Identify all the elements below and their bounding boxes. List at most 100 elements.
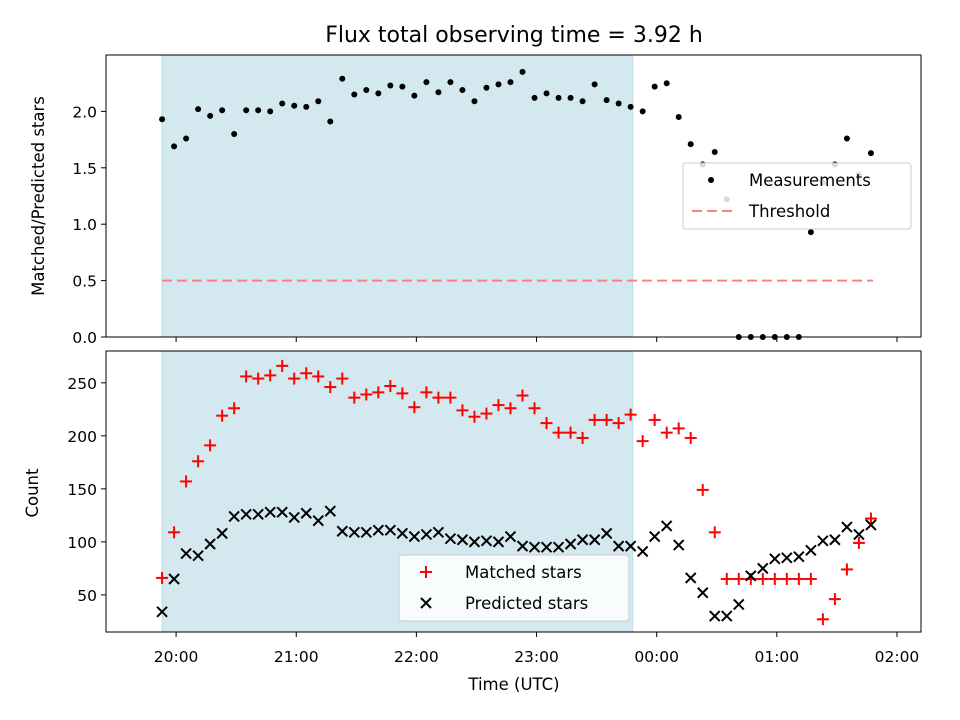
matched-point [444, 391, 457, 404]
measurement-point [183, 135, 190, 142]
measurement-point [543, 90, 550, 97]
measurement-point [303, 103, 310, 110]
matched-point [708, 526, 721, 539]
matched-point [720, 572, 733, 585]
measurement-point [507, 79, 514, 86]
matched-point [732, 572, 745, 585]
matched-point [768, 572, 781, 585]
matched-point [492, 399, 505, 412]
top-y-ticks: 0.0 0.5 1.0 1.5 2.0 [72, 103, 106, 347]
measurement-point [807, 229, 814, 236]
matched-point [432, 391, 445, 404]
measurement-point [279, 100, 286, 107]
chart-title: Flux total observing time = 3.92 h [325, 23, 703, 48]
predicted-point [660, 520, 673, 532]
predicted-point [757, 562, 769, 575]
bottom-plot-frame [105, 350, 922, 633]
matched-point [588, 413, 601, 426]
predicted-point [636, 545, 649, 558]
matched-point [564, 426, 577, 439]
matched-point [264, 369, 277, 382]
measurement-point [711, 149, 718, 156]
predicted-point [672, 539, 685, 551]
measurement-point [387, 82, 394, 89]
measurement-point [231, 130, 238, 137]
predicted-point [588, 534, 601, 546]
x-tick-label: 22:00 [394, 648, 439, 666]
legend-measurements-label: Measurements [749, 171, 871, 190]
predicted-point [156, 606, 168, 618]
predicted-point [492, 536, 505, 548]
predicted-point [612, 540, 625, 552]
matched-point [780, 572, 793, 585]
matched-point [216, 409, 229, 422]
measurement-point [555, 94, 562, 101]
matched-point [348, 391, 361, 404]
measurement-point [159, 116, 166, 123]
bottom-x-ticks: 20:00 21:00 22:00 23:00 00:00 01:00 02:00 [154, 632, 919, 666]
matched-point [756, 572, 769, 585]
x-axis-label: Time (UTC) [467, 675, 559, 694]
top-legend-box [682, 162, 912, 230]
bottom-y-axis-label: Count [23, 468, 42, 518]
matched-point [384, 379, 397, 392]
predicted-point [360, 526, 373, 539]
measurement-point [495, 81, 502, 88]
predicted-point [228, 510, 240, 523]
measurement-point [519, 68, 526, 75]
predicted-point [624, 540, 637, 552]
x-tick-label: 21:00 [274, 648, 319, 666]
measurement-point [615, 100, 622, 107]
measurement-point [867, 150, 874, 157]
predicted-point [252, 508, 264, 521]
measurement-point [243, 107, 250, 114]
predicted-point [865, 519, 877, 531]
matched-point [300, 367, 313, 380]
matched-point [672, 422, 685, 435]
y-tick-label: 50 [77, 587, 97, 605]
predicted-point [192, 549, 204, 562]
predicted-point [240, 508, 252, 521]
predicted-point [456, 534, 469, 546]
predicted-point [552, 541, 565, 553]
measurement-point [651, 83, 658, 90]
matched-point [552, 426, 565, 439]
predicted-point [372, 524, 385, 536]
matched-point [480, 407, 493, 420]
matched-point [840, 563, 853, 576]
measurement-point [579, 98, 586, 105]
matched-point [660, 426, 673, 439]
legend-measurements-marker [708, 177, 714, 183]
measurement-point [267, 108, 274, 115]
measurement-point [291, 102, 298, 109]
measurement-point [339, 75, 346, 82]
predicted-point [685, 572, 697, 584]
y-tick-label: 0.0 [72, 329, 97, 347]
predicted-point [288, 511, 300, 524]
matched-point [684, 431, 697, 444]
measurement-point [483, 84, 490, 91]
matched-point [276, 359, 289, 372]
y-tick-label: 250 [67, 375, 97, 393]
matched-point [804, 572, 817, 585]
measurement-point [399, 83, 406, 90]
matched-point [468, 410, 481, 423]
matched-point [372, 386, 385, 399]
measurement-point [603, 97, 610, 104]
predicted-point [348, 526, 361, 539]
bottom-series-predicted [156, 505, 877, 622]
matched-point [816, 613, 829, 626]
predicted-point [276, 506, 288, 518]
predicted-point [180, 547, 192, 560]
measurement-point [255, 107, 262, 114]
predicted-point [336, 525, 348, 537]
y-tick-label: 1.5 [72, 160, 97, 178]
predicted-point [853, 528, 865, 541]
matched-point [528, 402, 541, 415]
y-tick-label: 2.0 [72, 103, 97, 121]
predicted-point [733, 598, 745, 611]
measurement-point [591, 81, 598, 88]
matched-point [696, 483, 709, 496]
matched-point [516, 389, 529, 402]
matched-point [648, 413, 661, 426]
